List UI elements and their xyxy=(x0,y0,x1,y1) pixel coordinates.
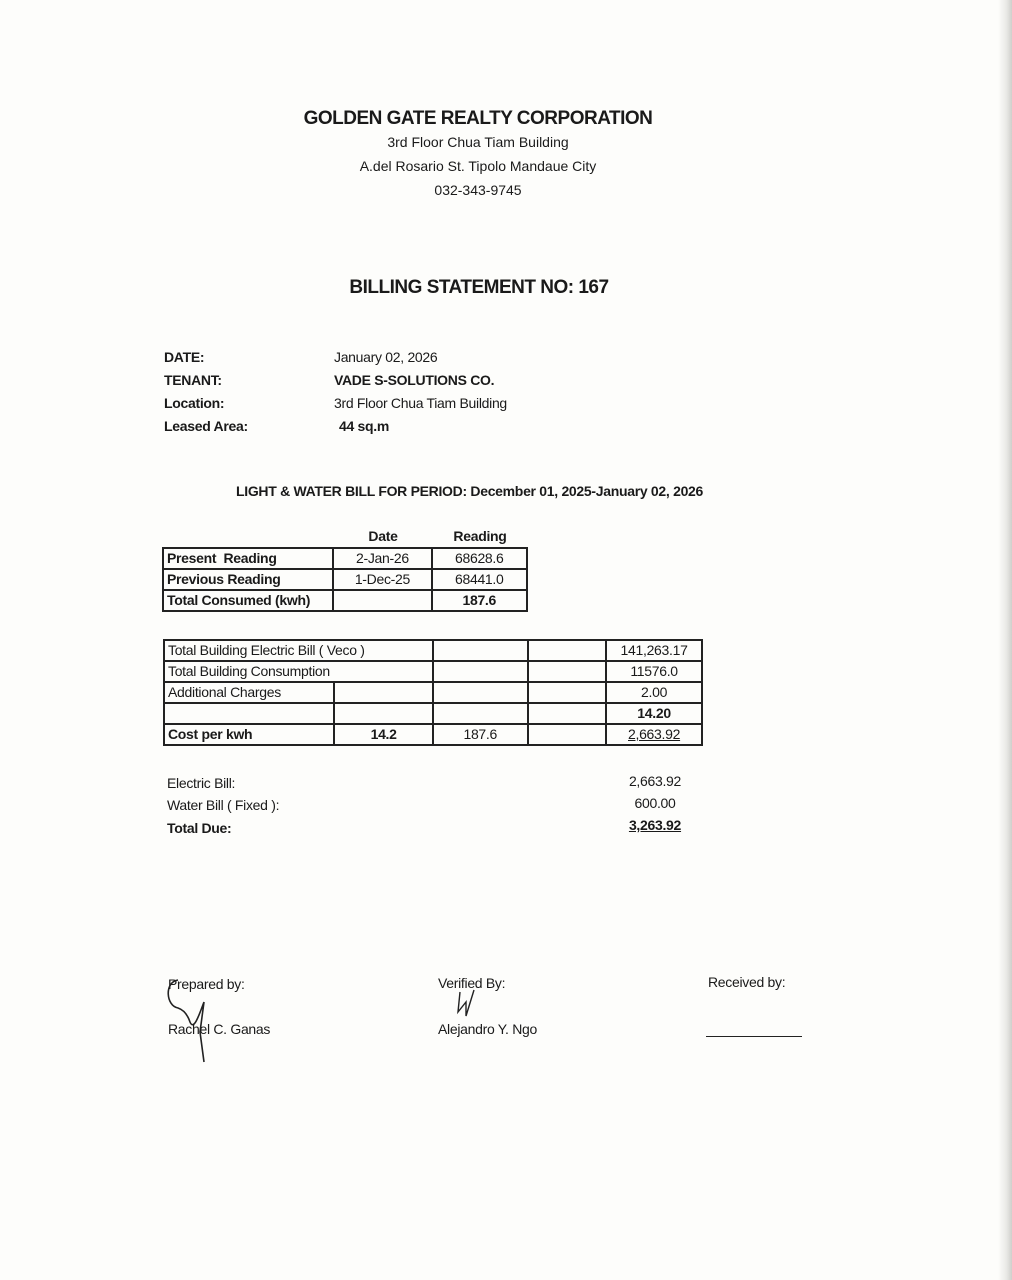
readings-table: Present Reading 2-Jan-26 68628.6 Previou… xyxy=(161,547,528,612)
reading-value: 68441.0 xyxy=(430,568,528,591)
table-row: Total Building Electric Bill ( Veco ) 14… xyxy=(163,639,703,662)
company-phone: 032-343-9745 xyxy=(434,182,522,198)
table-row: Additional Charges 2.00 xyxy=(162,681,703,704)
row-value: 14.20 xyxy=(605,702,703,725)
row-label: Additional Charges xyxy=(162,681,336,704)
reading-value: 68628.6 xyxy=(430,547,528,570)
table-row: Cost per kwh 14.2 187.6 2,663.92 xyxy=(162,723,703,746)
cost-rate: 14.2 xyxy=(333,723,434,746)
verified-label: Verified By: xyxy=(438,975,506,991)
readings-header-date: Date xyxy=(368,528,398,544)
info-label: DATE: xyxy=(164,349,205,365)
signature-mark xyxy=(167,979,205,1063)
received-signature-line xyxy=(706,1036,802,1037)
row-value: 141,263.17 xyxy=(605,639,703,662)
info-value: VADE S-SOLUTIONS CO. xyxy=(334,372,495,388)
row-value: 11576.0 xyxy=(605,660,703,683)
statement-title: BILLING STATEMENT NO: 167 xyxy=(349,277,609,298)
reading-date: 1-Dec-25 xyxy=(332,568,433,591)
row-label: Total Building Electric Bill ( Veco ) xyxy=(163,639,434,662)
row-label: Present Reading xyxy=(161,547,335,570)
company-address-1: 3rd Floor Chua Tiam Building xyxy=(387,134,569,150)
row-label: Total Building Consumption xyxy=(163,660,434,683)
prepared-label: Prepared by: xyxy=(168,976,245,992)
info-value: 3rd Floor Chua Tiam Building xyxy=(334,395,507,411)
scan-edge xyxy=(998,0,1012,1280)
summary-label: Water Bill ( Fixed ): xyxy=(167,797,280,813)
table-row: Previous Reading 1-Dec-25 68441.0 xyxy=(161,568,528,591)
company-address-2: A.del Rosario St. Tipolo Mandaue City xyxy=(359,158,597,174)
info-label: TENANT: xyxy=(164,372,222,388)
summary-value: 600.00 xyxy=(634,795,676,811)
row-label: Total Consumed (kwh) xyxy=(161,589,335,612)
reading-date xyxy=(332,589,433,612)
row-value: 2.00 xyxy=(605,681,703,704)
received-label: Received by: xyxy=(708,974,786,990)
table-row: Present Reading 2-Jan-26 68628.6 xyxy=(161,547,528,570)
info-value: January 02, 2026 xyxy=(334,349,438,365)
summary-value: 2,663.92 xyxy=(628,773,682,789)
summary-label: Electric Bill: xyxy=(167,775,236,791)
table-row: Total Building Consumption 11576.0 xyxy=(163,660,703,683)
row-value: 2,663.92 xyxy=(605,723,703,746)
total-due-value: 3,263.92 xyxy=(628,817,682,833)
row-label xyxy=(162,702,336,725)
reading-value: 187.6 xyxy=(430,589,528,612)
info-label: Location: xyxy=(164,395,225,411)
period-title: LIGHT & WATER BILL FOR PERIOD: December … xyxy=(236,483,704,499)
row-label: Previous Reading xyxy=(161,568,335,591)
verified-name: Alejandro Y. Ngo xyxy=(438,1021,537,1037)
readings-header-reading: Reading xyxy=(453,528,507,544)
info-value: 44 sq.m xyxy=(339,418,390,434)
prepared-name: Rachel C. Ganas xyxy=(168,1021,271,1037)
consumed-kwh: 187.6 xyxy=(431,723,529,746)
table-row: Total Consumed (kwh) 187.6 xyxy=(161,589,528,612)
company-name: GOLDEN GATE REALTY CORPORATION xyxy=(303,108,653,129)
computation-table: Total Building Electric Bill ( Veco ) 14… xyxy=(162,639,703,746)
row-label: Cost per kwh xyxy=(162,723,336,746)
table-row: 14.20 xyxy=(162,702,703,725)
info-label: Leased Area: xyxy=(164,418,248,434)
signature-mark xyxy=(457,989,475,1017)
reading-date: 2-Jan-26 xyxy=(332,547,433,570)
summary-label: Total Due: xyxy=(167,820,232,836)
